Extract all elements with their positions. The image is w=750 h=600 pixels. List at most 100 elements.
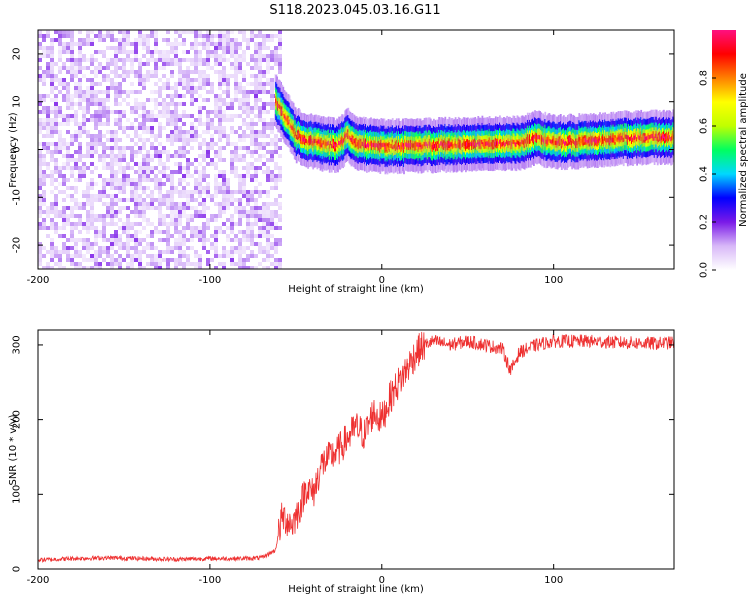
- spectrogram-cell: [214, 254, 218, 258]
- spectrogram-cell: [130, 62, 134, 66]
- spectrogram-ridge-cell: [587, 138, 590, 143]
- spectrogram-cell: [186, 170, 190, 174]
- spectrogram-ridge-cell: [517, 140, 520, 146]
- spectrogram-ridge-cell: [554, 140, 557, 145]
- spectrogram-cell: [250, 194, 254, 198]
- spectrogram-cell: [98, 122, 102, 126]
- spectrogram-cell: [142, 138, 146, 142]
- spectrogram-cell: [218, 106, 222, 110]
- spectrogram-cell: [38, 110, 42, 114]
- spectrogram-cell: [138, 206, 142, 210]
- spectrogram-cell: [174, 266, 178, 269]
- spectrogram-cell: [158, 218, 162, 222]
- spectrogram-cell: [78, 158, 82, 162]
- spectrogram-cell: [134, 130, 138, 134]
- colorbar-label: Normalized spectral amplitude: [738, 73, 749, 227]
- spectrogram-cell: [222, 82, 226, 86]
- spectrogram-cell: [250, 118, 254, 122]
- spectrogram-cell: [186, 214, 190, 218]
- spectrogram-cell: [178, 126, 182, 130]
- spectrogram-ridge-cell: [667, 136, 669, 141]
- spectrogram-cell: [270, 126, 274, 130]
- spectrogram-cell: [194, 138, 198, 142]
- spectrogram-cell: [158, 150, 162, 154]
- spectrogram-cell: [38, 58, 42, 62]
- spectrogram-cell: [142, 74, 146, 78]
- spectrogram-cell: [50, 130, 54, 134]
- spectrogram-ridge-cell: [493, 142, 496, 147]
- spectrogram-cell: [170, 198, 174, 202]
- snr-ytick-label: 100: [12, 485, 23, 504]
- spectrogram-ridge-cell: [318, 139, 321, 144]
- spectrogram-cell: [258, 90, 262, 94]
- spectrogram-cell: [158, 66, 162, 70]
- spectrogram-ridge-cell: [277, 103, 280, 109]
- spectrogram-cell: [134, 150, 138, 154]
- spectrogram-cell: [178, 178, 182, 182]
- spectrogram-ridge-cell: [581, 137, 584, 143]
- spectrogram-cell: [202, 222, 206, 226]
- spectrogram-cell: [50, 38, 54, 42]
- spectrogram-cell: [182, 262, 186, 266]
- spectrogram-cell: [102, 114, 106, 118]
- spectrogram-cell: [226, 82, 230, 86]
- spectrogram-cell: [130, 126, 134, 130]
- spectrogram-cell: [162, 110, 166, 114]
- spectrogram-cell: [94, 110, 98, 114]
- spectrogram-cell: [246, 46, 250, 50]
- spectrogram-cell: [250, 130, 254, 134]
- spectrogram-cell: [50, 158, 54, 162]
- spectrogram-cell: [182, 50, 186, 54]
- spectrogram-cell: [46, 106, 50, 110]
- spectrogram-ridge-cell: [626, 137, 629, 143]
- spectrogram-cell: [94, 262, 98, 266]
- spectrogram-cell: [158, 238, 162, 242]
- spectrogram-cell: [222, 134, 226, 138]
- spectrogram-cell: [126, 266, 130, 269]
- spectrogram-cell: [126, 214, 130, 218]
- spectrogram-cell: [146, 58, 150, 62]
- spectrogram-cell: [162, 114, 166, 118]
- spectrogram-ridge-cell: [381, 143, 384, 148]
- spectrogram-cell: [210, 122, 214, 126]
- spectrogram-cell: [114, 122, 118, 126]
- spectrogram-cell: [210, 42, 214, 46]
- spectrogram-cell: [262, 258, 266, 262]
- spectrogram-cell: [50, 206, 54, 210]
- spectrogram-ytick-label: 10: [12, 95, 23, 108]
- spectrogram-cell: [134, 258, 138, 262]
- spectrogram-ridge-cell: [537, 135, 539, 140]
- spectrogram-cell: [198, 146, 202, 150]
- spectrogram-cell: [270, 94, 274, 98]
- spectrogram-cell: [82, 38, 86, 42]
- spectrogram-cell: [138, 150, 142, 154]
- spectrogram-cell: [254, 266, 258, 269]
- spectrogram-cell: [134, 246, 138, 250]
- spectrogram-cell: [94, 50, 98, 54]
- spectrogram-cell: [58, 182, 62, 186]
- spectrogram-cell: [170, 190, 174, 194]
- spectrogram-ridge-cell: [670, 137, 672, 142]
- spectrogram-cell: [134, 250, 138, 254]
- spectrogram-cell: [246, 222, 250, 226]
- spectrogram-cell: [110, 154, 114, 158]
- spectrogram-ridge-cell: [548, 137, 551, 142]
- spectrogram-cell: [150, 262, 154, 266]
- spectrogram-cell: [130, 198, 134, 202]
- spectrogram-cell: [214, 186, 218, 190]
- spectrogram-cell: [162, 74, 166, 78]
- spectrogram-cell: [222, 74, 226, 78]
- spectrogram-cell: [94, 146, 98, 150]
- spectrogram-cell: [202, 138, 206, 142]
- spectrogram-cell: [134, 190, 138, 194]
- spectrogram-cell: [38, 102, 42, 106]
- spectrogram-cell: [238, 222, 242, 226]
- spectrogram-cell: [166, 102, 170, 106]
- spectrogram-ridge-cell: [481, 139, 484, 145]
- spectrogram-cell: [154, 70, 158, 74]
- spectrogram-ridge-cell: [645, 136, 648, 141]
- spectrogram-ridge-cell: [387, 143, 390, 148]
- spectrogram-cell: [154, 182, 158, 186]
- spectrogram-cell: [78, 254, 82, 258]
- spectrogram-cell: [118, 58, 122, 62]
